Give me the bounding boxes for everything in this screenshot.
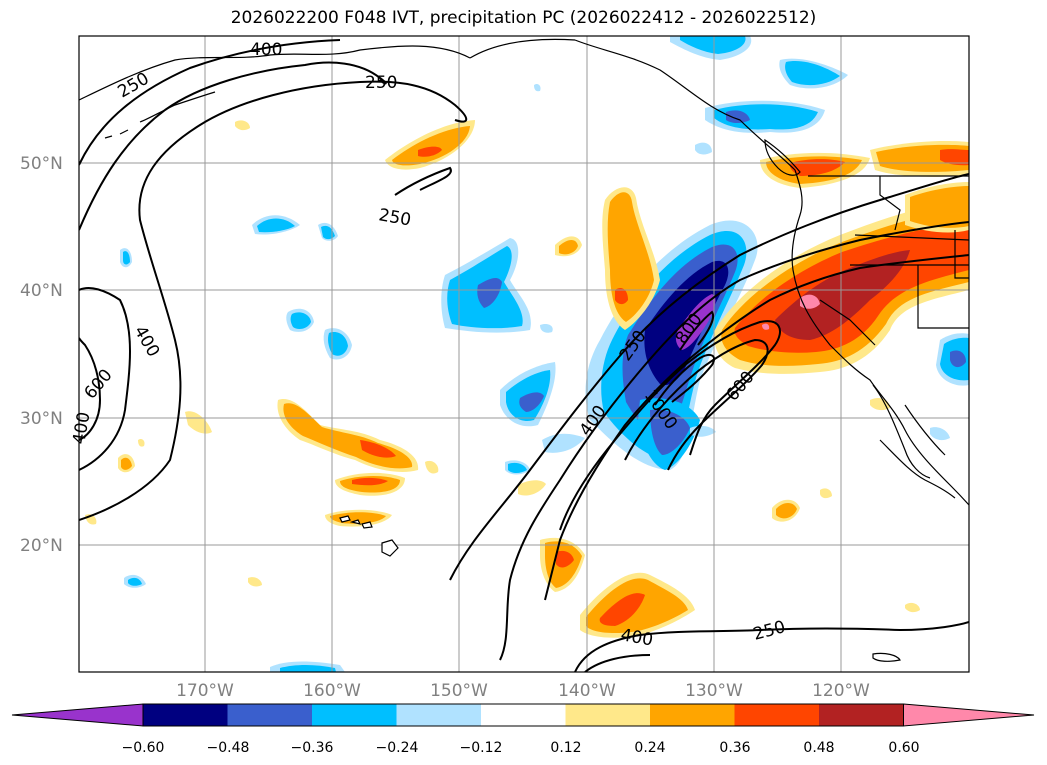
hawaii-islands bbox=[339, 515, 399, 557]
colorbar-tick-labels: −0.60 −0.48 −0.36 −0.24 −0.12 0.12 0.24 … bbox=[122, 740, 920, 756]
contour-label-250: 250 bbox=[751, 617, 788, 645]
lat-label-20n: 20°N bbox=[20, 536, 63, 556]
colorbar-tick: 0.60 bbox=[888, 740, 919, 756]
precipitation-shading bbox=[85, 36, 969, 672]
colorbar-tick: −0.24 bbox=[376, 740, 419, 756]
contour-label-400: 400 bbox=[250, 40, 282, 60]
contour-label-400: 400 bbox=[619, 625, 654, 650]
contour-label-400: 400 bbox=[130, 323, 164, 361]
map-frame bbox=[78, 35, 970, 673]
colorbar bbox=[11, 703, 1035, 727]
colorbar-tick: −0.12 bbox=[460, 740, 503, 756]
contour-label-400: 400 bbox=[69, 410, 94, 445]
colorbar-segment bbox=[734, 704, 820, 726]
lat-axis-labels: 50°N 40°N 30°N 20°N bbox=[20, 154, 63, 556]
lon-axis-labels: 170°W 160°W 150°W 140°W 130°W 120°W bbox=[176, 681, 870, 701]
lon-label-140w: 140°W bbox=[558, 681, 616, 701]
lat-label-40n: 40°N bbox=[20, 281, 63, 301]
colorbar-segment bbox=[650, 704, 735, 726]
lon-label-130w: 130°W bbox=[685, 681, 743, 701]
lon-label-120w: 120°W bbox=[812, 681, 870, 701]
colorbar-tick: −0.60 bbox=[122, 740, 165, 756]
colorbar-segment bbox=[227, 704, 313, 726]
lon-label-150w: 150°W bbox=[430, 681, 488, 701]
negative-field-main-5 bbox=[675, 294, 716, 350]
colorbar-tick: −0.36 bbox=[291, 740, 334, 756]
map-title: 2026022200 F048 IVT, precipitation PC (2… bbox=[230, 8, 817, 28]
contour-label-600: 600 bbox=[81, 365, 117, 403]
colorbar-segment bbox=[396, 704, 482, 726]
colorbar-extend-low bbox=[11, 703, 144, 727]
coastlines bbox=[79, 38, 969, 662]
lat-label-50n: 50°N bbox=[20, 154, 63, 174]
ivt-contours bbox=[79, 39, 969, 672]
graticule bbox=[79, 36, 969, 672]
lon-label-170w: 170°W bbox=[176, 681, 234, 701]
north-america-coastline bbox=[574, 39, 969, 506]
colorbar-segment bbox=[312, 704, 397, 726]
colorbar-segment bbox=[481, 704, 566, 726]
lon-label-160w: 160°W bbox=[303, 681, 361, 701]
colorbar-tick: −0.48 bbox=[207, 740, 250, 756]
state-borders bbox=[819, 176, 969, 346]
colorbar-segment bbox=[565, 704, 651, 726]
lat-label-30n: 30°N bbox=[20, 409, 63, 429]
colorbar-tick: 0.24 bbox=[634, 740, 665, 756]
contour-label-250: 250 bbox=[377, 205, 412, 230]
colorbar-segment bbox=[143, 704, 228, 726]
colorbar-tick: 0.48 bbox=[803, 740, 834, 756]
colorbar-extend-high bbox=[903, 703, 1035, 727]
colorbar-tick: 0.12 bbox=[550, 740, 581, 756]
contour-label-250: 250 bbox=[115, 69, 153, 103]
colorbar-segment bbox=[819, 704, 904, 726]
contour-label-250: 250 bbox=[365, 73, 397, 93]
colorbar-frame bbox=[142, 703, 904, 727]
colorbar-tick: 0.36 bbox=[719, 740, 750, 756]
